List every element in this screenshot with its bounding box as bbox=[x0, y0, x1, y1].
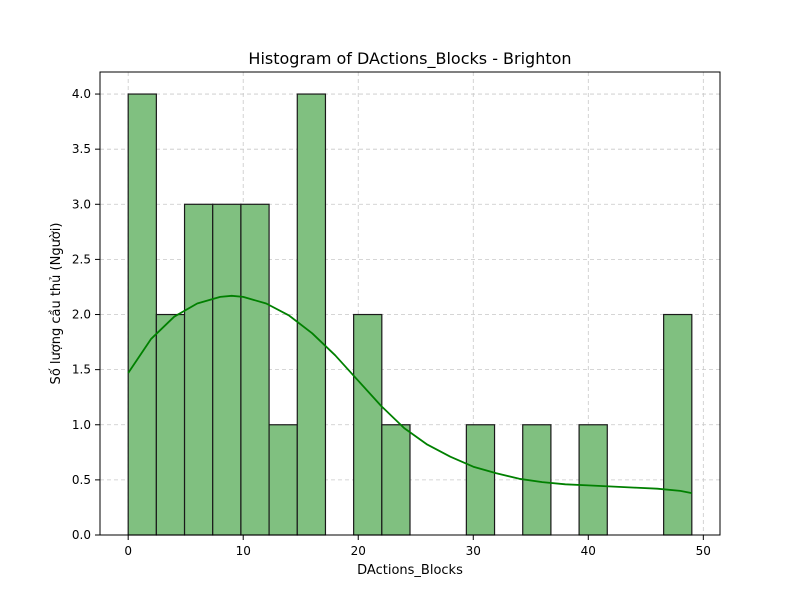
y-axis-label: Số lượng cầu thủ (Người) bbox=[49, 223, 64, 385]
histogram-bar bbox=[268, 424, 298, 536]
chart-title: Histogram of DActions_Blocks - Brighton bbox=[248, 49, 571, 69]
histogram-bar bbox=[381, 424, 411, 536]
histogram-bar bbox=[240, 203, 270, 536]
y-tick-label: 3.0 bbox=[72, 197, 91, 211]
y-tick-label: 4.0 bbox=[72, 87, 91, 101]
y-tick-label: 2.0 bbox=[72, 308, 91, 322]
histogram-bar bbox=[212, 203, 242, 536]
histogram-bar bbox=[155, 313, 186, 536]
kde-curve bbox=[127, 294, 692, 494]
histogram-bar bbox=[127, 93, 157, 536]
y-tick-label: 2.5 bbox=[72, 252, 91, 266]
histogram-bar bbox=[465, 424, 496, 536]
y-axis-ticks: 0.0 0.5 1.0 1.5 2.0 2.5 3.0 3.5 4.0 bbox=[72, 87, 100, 542]
y-tick-label: 0.5 bbox=[72, 473, 91, 487]
y-tick-label: 0.0 bbox=[72, 528, 91, 542]
histogram-bar bbox=[663, 313, 693, 536]
x-tick-label: 40 bbox=[581, 544, 596, 558]
x-axis-label: DActions_Blocks bbox=[357, 563, 463, 578]
histogram-bar bbox=[296, 93, 327, 536]
histogram-bar bbox=[183, 203, 214, 536]
y-tick-label: 1.5 bbox=[72, 363, 91, 377]
x-tick-label: 50 bbox=[696, 544, 711, 558]
histogram-bar bbox=[578, 424, 608, 536]
x-tick-label: 10 bbox=[236, 544, 251, 558]
y-tick-label: 3.5 bbox=[72, 142, 91, 156]
histogram-bars bbox=[127, 93, 693, 536]
kde-line bbox=[127, 294, 692, 494]
x-tick-label: 20 bbox=[351, 544, 366, 558]
x-tick-label: 30 bbox=[466, 544, 481, 558]
y-tick-label: 1.0 bbox=[72, 418, 91, 432]
plot-frame bbox=[99, 71, 721, 536]
x-tick-label: 0 bbox=[124, 544, 132, 558]
histogram-bar bbox=[353, 313, 383, 536]
x-axis-ticks: 0 10 20 30 40 50 bbox=[124, 535, 711, 558]
